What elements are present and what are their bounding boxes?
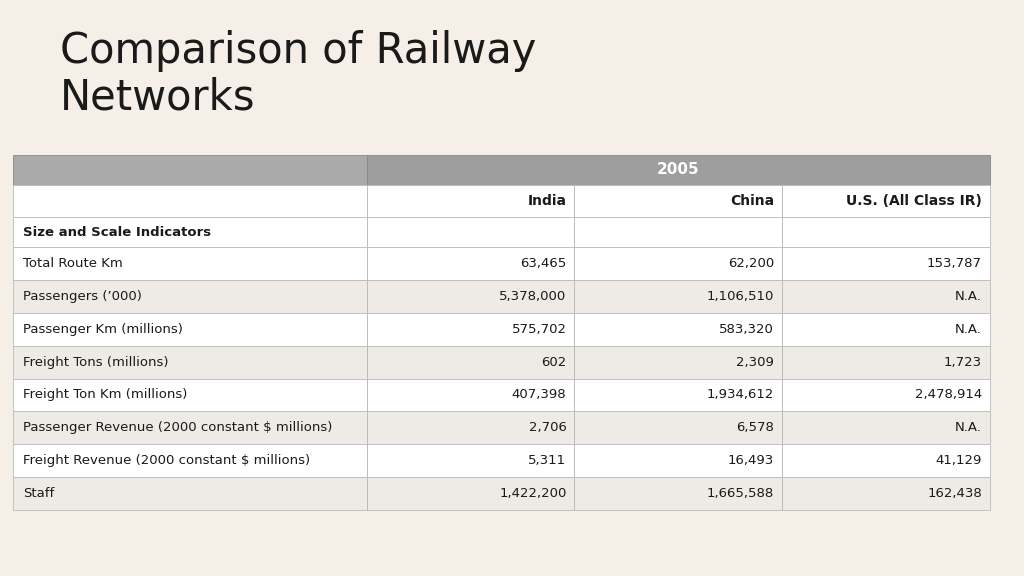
Text: Freight Tons (millions): Freight Tons (millions) <box>23 355 169 369</box>
Text: 5,378,000: 5,378,000 <box>499 290 566 303</box>
Bar <box>13 313 990 346</box>
Bar <box>13 378 990 411</box>
Text: 2005: 2005 <box>657 162 699 177</box>
Bar <box>13 155 367 185</box>
Text: 162,438: 162,438 <box>928 487 982 500</box>
Text: Staff: Staff <box>23 487 54 500</box>
Text: 1,106,510: 1,106,510 <box>707 290 774 303</box>
Bar <box>13 185 990 217</box>
Text: 2,706: 2,706 <box>528 421 566 434</box>
Text: Passengers (’000): Passengers (’000) <box>23 290 142 303</box>
Text: 63,465: 63,465 <box>520 257 566 270</box>
Text: N.A.: N.A. <box>955 290 982 303</box>
Text: 16,493: 16,493 <box>728 454 774 467</box>
Text: Freight Ton Km (millions): Freight Ton Km (millions) <box>23 388 187 401</box>
Text: Total Route Km: Total Route Km <box>23 257 123 270</box>
Text: 2,478,914: 2,478,914 <box>914 388 982 401</box>
Text: 6,578: 6,578 <box>736 421 774 434</box>
Text: 575,702: 575,702 <box>511 323 566 336</box>
Text: 407,398: 407,398 <box>512 388 566 401</box>
Text: 153,787: 153,787 <box>927 257 982 270</box>
Text: 1,665,588: 1,665,588 <box>707 487 774 500</box>
Text: Passenger Revenue (2000 constant $ millions): Passenger Revenue (2000 constant $ milli… <box>23 421 333 434</box>
Text: U.S. (All Class IR): U.S. (All Class IR) <box>846 194 982 208</box>
Text: Comparison of Railway
Networks: Comparison of Railway Networks <box>60 30 537 119</box>
Text: India: India <box>527 194 566 208</box>
Bar <box>13 444 990 477</box>
Text: N.A.: N.A. <box>955 323 982 336</box>
Text: 1,723: 1,723 <box>944 355 982 369</box>
Text: 1,934,612: 1,934,612 <box>707 388 774 401</box>
Bar <box>13 247 990 280</box>
Text: N.A.: N.A. <box>955 421 982 434</box>
Text: Freight Revenue (2000 constant $ millions): Freight Revenue (2000 constant $ million… <box>23 454 310 467</box>
Text: Size and Scale Indicators: Size and Scale Indicators <box>23 225 211 238</box>
Bar <box>13 346 990 378</box>
Text: Passenger Km (millions): Passenger Km (millions) <box>23 323 183 336</box>
Text: 2,309: 2,309 <box>736 355 774 369</box>
Bar <box>13 280 990 313</box>
Bar <box>13 217 990 247</box>
Text: 583,320: 583,320 <box>719 323 774 336</box>
Text: China: China <box>730 194 774 208</box>
Text: 1,422,200: 1,422,200 <box>499 487 566 500</box>
Text: 62,200: 62,200 <box>728 257 774 270</box>
Text: 5,311: 5,311 <box>528 454 566 467</box>
Text: 602: 602 <box>542 355 566 369</box>
Bar <box>13 477 990 510</box>
Bar <box>13 411 990 444</box>
Text: 41,129: 41,129 <box>936 454 982 467</box>
Bar <box>367 155 990 185</box>
